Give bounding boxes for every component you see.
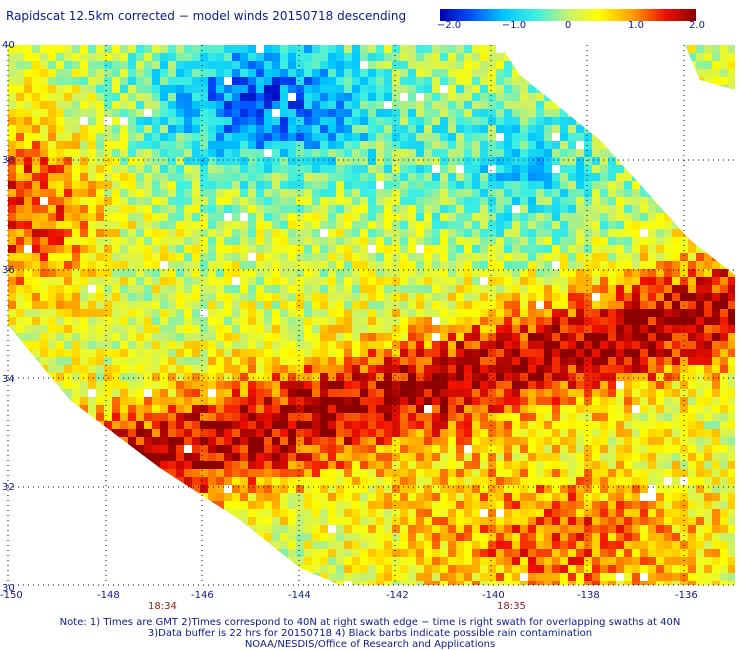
lon-label: -140 [482, 590, 505, 601]
colorbar [440, 9, 696, 21]
lon-label: -142 [386, 590, 409, 601]
gridlines [7, 45, 735, 586]
lat-label: 34 [2, 374, 15, 385]
colorbar-tick: −2.0 [436, 20, 462, 31]
lon-label: -148 [97, 590, 120, 601]
colorbar-tick: −1.0 [501, 20, 527, 31]
longitude-labels: -150 -148 -146 -144 -142 -140 -138 -136 [0, 590, 698, 601]
note-line-1: Note: 1) Times are GMT 2)Times correspon… [59, 617, 681, 628]
time-label: 18:35 [497, 601, 526, 612]
swath-pixels [8, 45, 735, 585]
lon-label: -138 [577, 590, 600, 601]
lat-label: 40 [2, 40, 15, 51]
note-line-2: 3)Data buffer is 22 hrs for 20150718 4) … [147, 628, 593, 639]
lon-label: -136 [675, 590, 698, 601]
colorbar-tick: 2.0 [689, 20, 705, 31]
lon-label: -150 [0, 590, 23, 601]
time-label: 18:34 [148, 601, 177, 612]
latitude-labels: 40 38 36 34 32 30 [2, 40, 15, 594]
colorbar-tick: 1.0 [628, 20, 644, 31]
page-title: Rapidscat 12.5km corrected − model winds… [6, 9, 407, 23]
lon-label: -146 [191, 590, 214, 601]
lon-label: -144 [288, 590, 311, 601]
colorbar-tick: 0 [564, 20, 572, 31]
lat-label: 32 [2, 482, 15, 493]
lat-label: 30 [2, 583, 15, 594]
lat-label: 36 [2, 265, 15, 276]
lat-label: 38 [2, 155, 15, 166]
note-line-3: NOAA/NESDIS/Office of Research and Appli… [244, 639, 496, 650]
